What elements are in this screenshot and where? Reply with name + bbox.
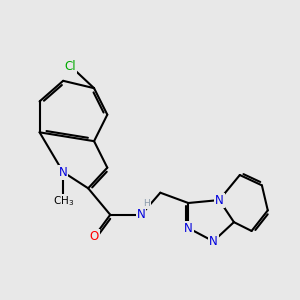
Text: N: N xyxy=(184,221,193,235)
Text: N: N xyxy=(209,235,218,248)
Text: H: H xyxy=(143,199,150,208)
Text: N: N xyxy=(137,208,146,221)
Text: N: N xyxy=(59,166,68,178)
Text: $\mathregular{CH_3}$: $\mathregular{CH_3}$ xyxy=(52,195,74,208)
Text: N: N xyxy=(215,194,224,207)
Text: Cl: Cl xyxy=(65,60,76,73)
Text: O: O xyxy=(89,230,99,243)
